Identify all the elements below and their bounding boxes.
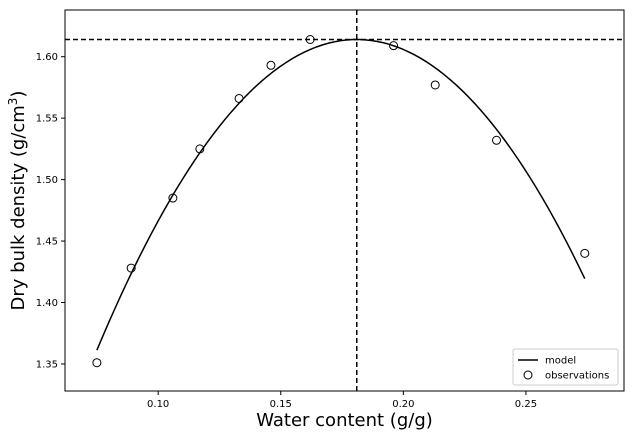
observation-point	[580, 248, 590, 258]
reference-lines	[65, 10, 624, 391]
x-tick-label: 0.15	[270, 399, 292, 410]
observation-point	[126, 263, 136, 273]
observation-point	[168, 193, 178, 203]
observation-point	[389, 41, 399, 51]
observation-point	[234, 93, 244, 103]
model-line	[96, 38, 586, 351]
observation-point	[492, 135, 502, 145]
y-axis-label-main: Dry bulk density (g/cm	[8, 105, 29, 310]
model-curve-layer	[96, 38, 586, 351]
y-tick-label: 1.50	[36, 175, 58, 186]
observation-point	[195, 144, 205, 154]
y-tick-label: 1.60	[36, 52, 58, 63]
observation-point	[430, 80, 440, 90]
legend: model observations	[512, 348, 619, 386]
observation-point	[266, 60, 276, 70]
legend-box	[512, 348, 619, 386]
observation-points	[92, 34, 590, 368]
y-axis-label: Dry bulk density (g/cm3)	[6, 91, 29, 311]
x-tick-label: 0.20	[392, 399, 414, 410]
y-axis-ticks: 1.35 1.40 1.45 1.50 1.55 1.60	[36, 52, 65, 370]
legend-model-label: model	[545, 356, 576, 367]
legend-observations-label: observations	[545, 371, 609, 382]
x-tick-label: 0.10	[147, 399, 169, 410]
legend-observation-marker-icon	[523, 370, 533, 380]
y-tick-label: 1.45	[36, 237, 58, 248]
y-tick-label: 1.40	[36, 298, 58, 309]
x-tick-label: 0.25	[515, 399, 537, 410]
y-axis-label-end: )	[8, 91, 29, 98]
y-axis-label-superscript: 3	[6, 98, 20, 106]
observation-point	[305, 34, 315, 44]
plot-frame	[64, 9, 625, 392]
x-axis-label: Water content (g/g)	[256, 410, 433, 431]
x-axis-ticks: 0.10 0.15 0.20 0.25	[147, 391, 537, 410]
y-tick-label: 1.35	[36, 359, 58, 370]
y-tick-label: 1.55	[36, 114, 58, 125]
observation-point	[92, 358, 102, 368]
